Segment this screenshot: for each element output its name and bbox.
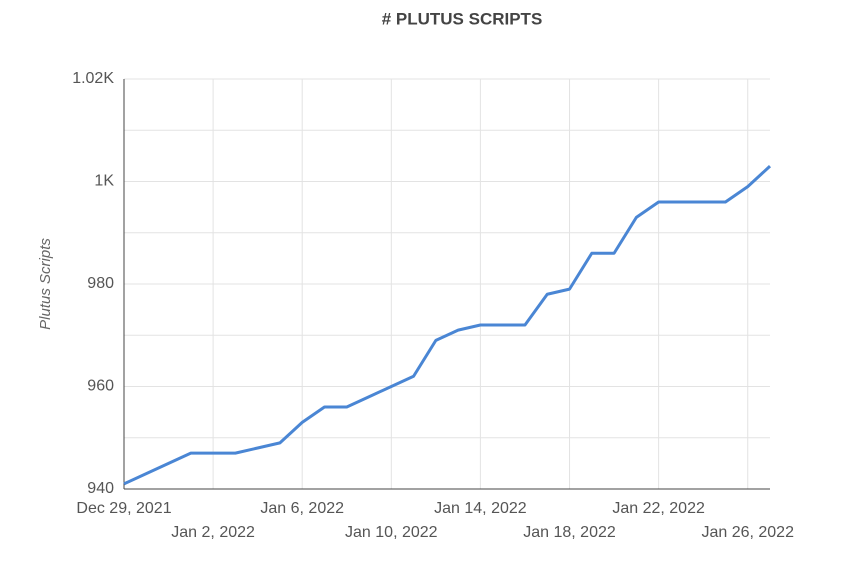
y-tick-label: 1.02K	[72, 70, 114, 87]
x-tick-label: Dec 29, 2021	[76, 500, 171, 517]
x-tick-label: Jan 22, 2022	[612, 500, 705, 517]
x-tick-label: Jan 6, 2022	[260, 500, 344, 517]
x-tick-label: Jan 10, 2022	[345, 524, 438, 541]
x-tick-label: Jan 18, 2022	[523, 524, 616, 541]
x-tick-label: Jan 26, 2022	[701, 524, 794, 541]
y-tick-label: 980	[87, 275, 114, 292]
x-tick-label: Jan 14, 2022	[434, 500, 527, 517]
y-axis-label: Plutus Scripts	[37, 238, 54, 330]
y-tick-label: 940	[87, 480, 114, 497]
x-tick-label: Jan 2, 2022	[171, 524, 255, 541]
chart-title: # PLUTUS SCRIPTS	[382, 9, 543, 28]
y-tick-label: 1K	[94, 173, 114, 190]
data-line	[123, 165, 772, 486]
y-tick-label: 960	[87, 378, 114, 395]
